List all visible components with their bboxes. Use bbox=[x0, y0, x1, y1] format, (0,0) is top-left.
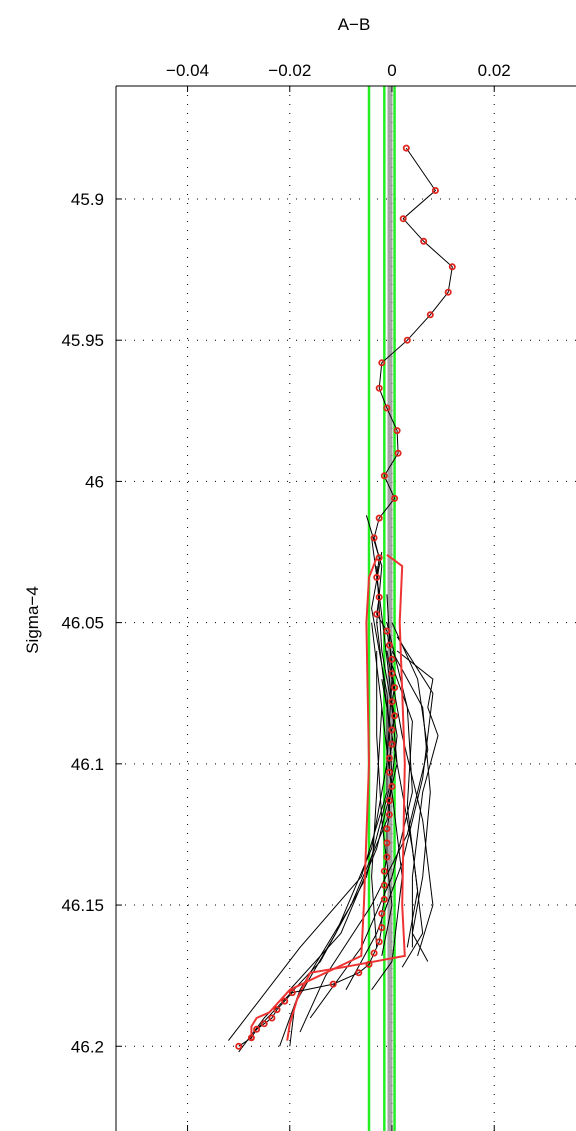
profile-line-12 bbox=[376, 650, 393, 956]
y-axis-label: Sigma−4 bbox=[23, 586, 42, 654]
mean-marker-33 bbox=[385, 797, 393, 805]
mean-marker-8 bbox=[378, 359, 386, 367]
mean-marker-19 bbox=[375, 593, 383, 601]
mean-marker-1 bbox=[431, 186, 439, 194]
mean-marker-42 bbox=[378, 924, 386, 932]
mean-marker-21 bbox=[383, 627, 391, 635]
profile-lines bbox=[228, 515, 439, 1053]
mean-marker-47 bbox=[329, 980, 337, 988]
mean-marker-53 bbox=[253, 1025, 261, 1033]
mean-marker-22 bbox=[385, 641, 393, 649]
x-tick-label-3: 0.02 bbox=[478, 61, 511, 80]
profile-line-9 bbox=[386, 650, 434, 957]
mean-marker-17 bbox=[375, 554, 383, 562]
mean-marker-54 bbox=[247, 1034, 255, 1042]
reference-lines bbox=[367, 86, 396, 1131]
mean-marker-46 bbox=[355, 969, 363, 977]
mean-marker-7 bbox=[403, 336, 411, 344]
mean-marker-13 bbox=[380, 472, 388, 480]
envelope-lines bbox=[250, 553, 406, 1041]
mean-marker-15 bbox=[375, 514, 383, 522]
mean-marker-49 bbox=[281, 997, 289, 1005]
mean-marker-45 bbox=[365, 960, 373, 968]
mean-marker-38 bbox=[380, 867, 388, 875]
mean-marker-32 bbox=[388, 782, 396, 790]
mean-marker-0 bbox=[402, 144, 410, 152]
y-tick-label-0: 45.9 bbox=[71, 190, 104, 209]
mean-marker-37 bbox=[383, 853, 391, 861]
y-tick-label-2: 46 bbox=[85, 472, 104, 491]
grid bbox=[116, 86, 576, 1131]
mean-marker-29 bbox=[388, 740, 396, 748]
envelope-left-line bbox=[250, 557, 378, 1041]
y-tick-labels: 45.9 45.95 46 46.05 46.1 46.15 46.2 bbox=[61, 190, 104, 1056]
mean-marker-2 bbox=[399, 215, 407, 223]
mean-marker-40 bbox=[380, 895, 388, 903]
profile-line-5 bbox=[299, 622, 429, 1033]
mean-marker-34 bbox=[385, 811, 393, 819]
y-tick-label-6: 46.2 bbox=[71, 1037, 104, 1056]
mean-marker-41 bbox=[378, 910, 386, 918]
mean-marker-23 bbox=[388, 655, 396, 663]
mean-marker-27 bbox=[391, 712, 399, 720]
profile-line-8 bbox=[391, 650, 431, 962]
mean-marker-6 bbox=[426, 311, 434, 319]
profile-line-0 bbox=[228, 515, 388, 1041]
mean-marker-48 bbox=[288, 989, 296, 997]
axes bbox=[115, 85, 576, 1131]
mean-marker-11 bbox=[393, 427, 401, 435]
y-tick-label-5: 46.15 bbox=[61, 896, 104, 915]
mean-marker-4 bbox=[448, 263, 456, 271]
y-tick-label-4: 46.1 bbox=[71, 755, 104, 774]
x-tick-label-2: 0 bbox=[387, 61, 396, 80]
profile-line-3 bbox=[279, 566, 398, 1047]
x-tick-label-1: −0.02 bbox=[268, 61, 311, 80]
mean-marker-10 bbox=[383, 404, 391, 412]
mean-marker-43 bbox=[375, 938, 383, 946]
mean-marker-30 bbox=[385, 754, 393, 762]
mean-marker-26 bbox=[388, 698, 396, 706]
profile-line-10 bbox=[391, 664, 419, 948]
x-tick-labels: −0.04 −0.02 0 0.02 bbox=[166, 61, 511, 80]
mean-marker-44 bbox=[370, 949, 378, 957]
x-axis-label: A−B bbox=[338, 15, 371, 34]
mean-marker-55 bbox=[235, 1042, 243, 1050]
profile-line-7 bbox=[309, 622, 413, 1019]
envelope-right-line bbox=[286, 553, 406, 1041]
mean-marker-52 bbox=[260, 1020, 268, 1028]
mean-marker-12 bbox=[394, 449, 402, 457]
y-tick-label-1: 45.95 bbox=[61, 331, 104, 350]
profile-line-15 bbox=[396, 650, 439, 948]
mean-marker-35 bbox=[383, 825, 391, 833]
mean-profile bbox=[235, 144, 456, 1050]
mean-marker-39 bbox=[380, 881, 388, 889]
x-tick-label-0: −0.04 bbox=[166, 61, 209, 80]
mean-marker-16 bbox=[370, 534, 378, 542]
mean-marker-24 bbox=[388, 670, 396, 678]
mean-marker-14 bbox=[391, 494, 399, 502]
mean-marker-51 bbox=[268, 1014, 276, 1022]
mean-marker-28 bbox=[388, 726, 396, 734]
mean-marker-20 bbox=[373, 610, 381, 618]
mean-marker-50 bbox=[273, 1006, 281, 1014]
profile-line-13 bbox=[371, 622, 383, 948]
mean-marker-25 bbox=[391, 684, 399, 692]
profile-line-6 bbox=[345, 636, 434, 991]
mean-marker-9 bbox=[375, 384, 383, 392]
mean-marker-36 bbox=[383, 839, 391, 847]
mean-marker-18 bbox=[373, 573, 381, 581]
mean-marker-31 bbox=[385, 768, 393, 776]
mean-marker-3 bbox=[420, 237, 428, 245]
y-tick-label-3: 46.05 bbox=[61, 614, 104, 633]
mean-marker-5 bbox=[444, 288, 452, 296]
